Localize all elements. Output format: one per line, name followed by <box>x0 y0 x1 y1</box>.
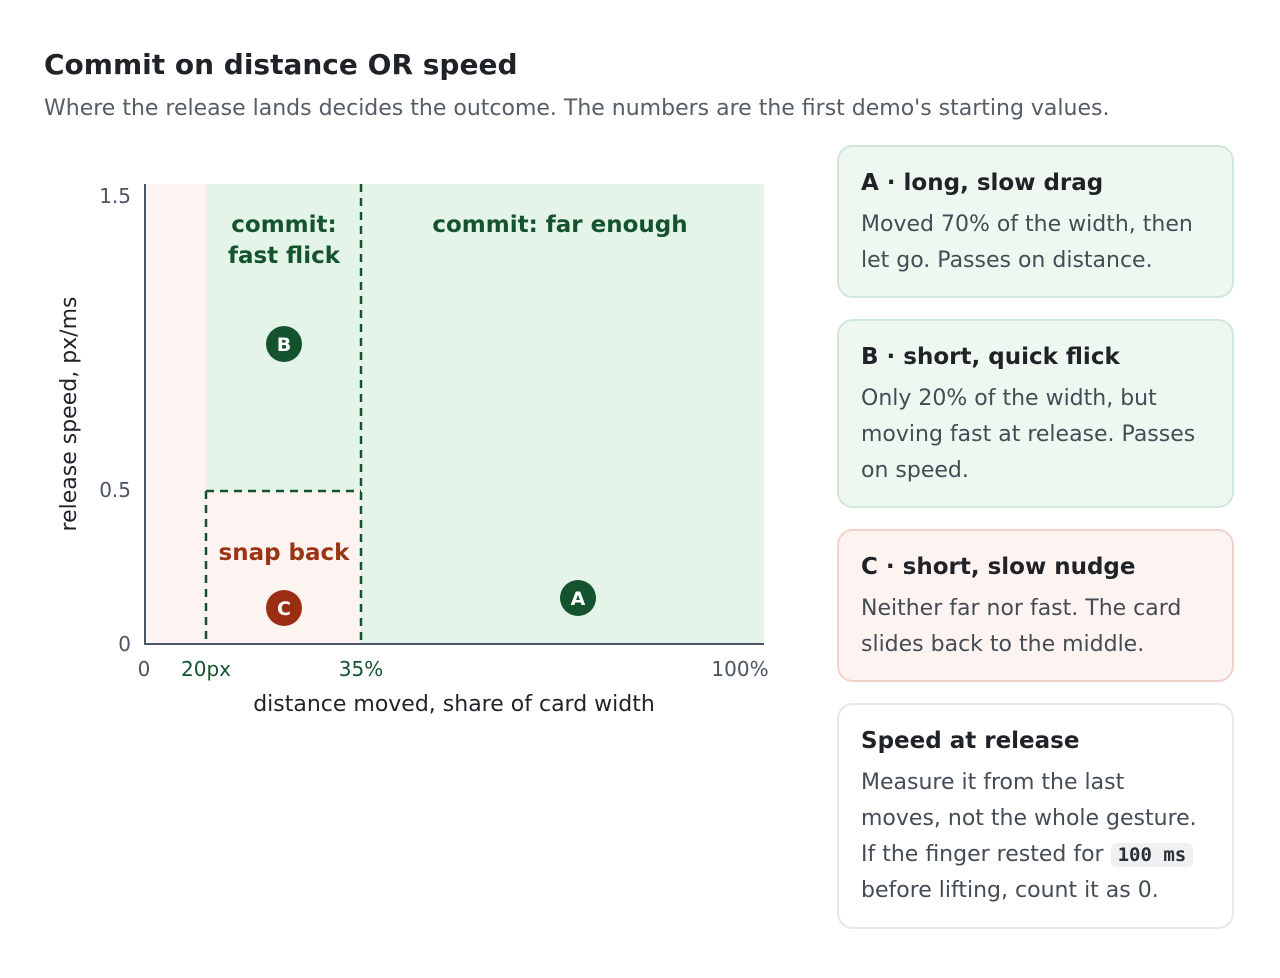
speed-card-body-before: Measure it from the last moves, not the … <box>861 770 1197 867</box>
card-c-body: Neither far nor fast. The card slides ba… <box>861 596 1182 657</box>
card-a: A · long, slow drag Moved 70% of the wid… <box>837 145 1234 298</box>
threshold-diagram: commit: fast flick commit: far enough sn… <box>57 184 769 717</box>
y-axis-label: release speed, px/ms <box>57 297 82 532</box>
y-tick-label: 0.5 <box>99 478 131 502</box>
speed-card-body: Measure it from the last moves, not the … <box>861 765 1210 909</box>
region-label-fast-flick-2: fast flick <box>228 243 341 269</box>
card-a-title: A · long, slow drag <box>861 170 1104 196</box>
card-b-title: B · short, quick flick <box>861 344 1120 370</box>
x-tick-label: 35% <box>339 657 383 681</box>
speed-card-title: Speed at release <box>861 728 1080 754</box>
page-title: Commit on distance OR speed <box>44 48 518 81</box>
page-subtitle: Where the release lands decides the outc… <box>44 96 1110 121</box>
region-label-fast-flick: commit: <box>231 212 336 238</box>
x-tick-label: 0 <box>138 657 151 681</box>
svg-text:A: A <box>571 588 586 610</box>
point-a: A <box>560 580 596 616</box>
region-label-far-enough: commit: far enough <box>432 212 687 238</box>
card-b: B · short, quick flick Only 20% of the w… <box>837 319 1234 508</box>
y-tick-label: 1.5 <box>99 184 131 208</box>
svg-text:B: B <box>277 334 291 356</box>
rest-time-code: 100 ms <box>1110 843 1194 867</box>
card-c: C · short, slow nudge Neither far nor fa… <box>837 529 1234 682</box>
point-b: B <box>266 326 302 362</box>
x-tick-label: 100% <box>711 657 768 681</box>
svg-text:C: C <box>277 598 291 620</box>
region-label-snap-back: snap back <box>219 540 351 566</box>
x-tick-label: 20px <box>181 657 231 681</box>
speed-card-body-after: before lifting, count it as 0. <box>861 878 1159 903</box>
card-c-title: C · short, slow nudge <box>861 554 1136 580</box>
card-b-body: Only 20% of the width, but moving fast a… <box>861 386 1196 483</box>
point-c: C <box>266 590 302 626</box>
snap-zone-left <box>145 184 206 644</box>
x-axis-label: distance moved, share of card width <box>253 692 655 717</box>
speed-card: Speed at release Measure it from the las… <box>837 703 1234 929</box>
card-a-body: Moved 70% of the width, then let go. Pas… <box>861 212 1193 273</box>
y-tick-label: 0 <box>118 632 131 656</box>
